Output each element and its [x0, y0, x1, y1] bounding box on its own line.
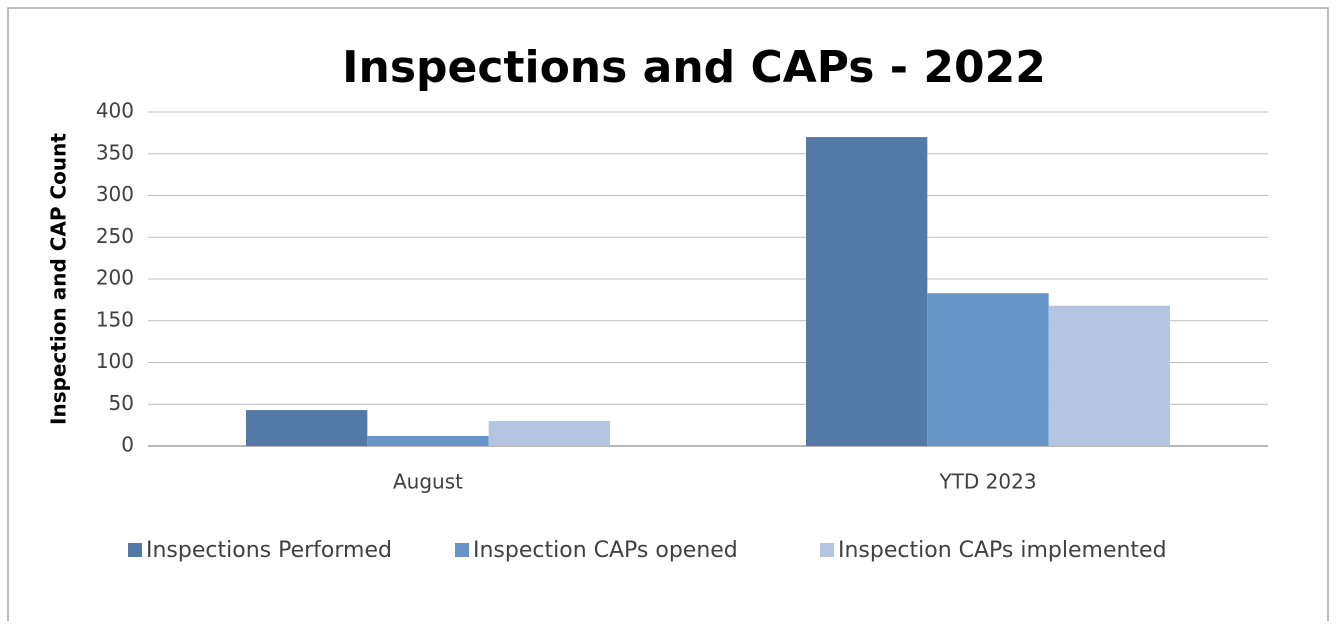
y-tick-label: 300	[96, 182, 134, 206]
legend-swatch	[820, 543, 834, 557]
y-axis-label: Inspection and CAP Count	[47, 133, 71, 425]
legend-label: Inspection CAPs opened	[473, 538, 738, 563]
y-tick-label: 250	[96, 224, 134, 248]
bar	[367, 435, 489, 446]
y-tick-label: 50	[109, 391, 134, 415]
bar	[927, 293, 1049, 446]
y-tick-label: 200	[96, 266, 134, 290]
legend-label: Inspection CAPs implemented	[838, 538, 1167, 563]
bar	[488, 420, 610, 446]
legend-swatch	[455, 543, 469, 557]
bar	[246, 410, 368, 446]
y-tick-label: 150	[96, 307, 134, 331]
y-tick-label: 100	[96, 349, 134, 373]
y-tick-label: 350	[96, 140, 134, 164]
y-tick-label: 400	[96, 99, 134, 123]
y-tick-label: 0	[121, 433, 134, 457]
bar	[1048, 305, 1170, 446]
chart-title: Inspections and CAPs - 2022	[342, 42, 1046, 93]
x-tick-label: YTD 2023	[938, 470, 1036, 494]
bar	[806, 137, 928, 447]
legend-swatch	[128, 543, 142, 557]
x-tick-label: August	[393, 470, 463, 494]
legend-label: Inspections Performed	[146, 538, 392, 563]
